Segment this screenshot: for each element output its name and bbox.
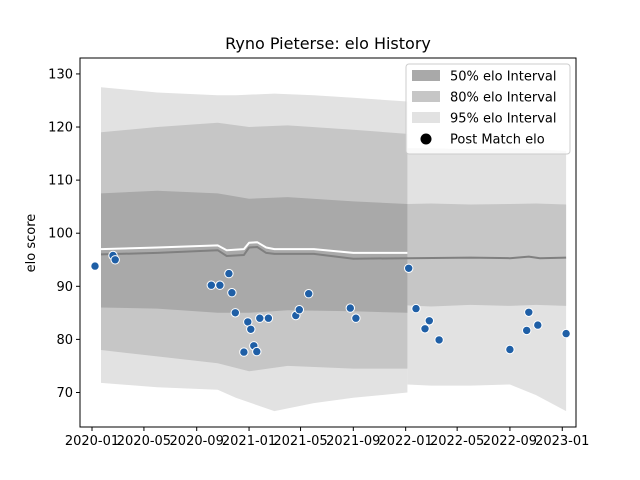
legend-frame xyxy=(405,63,571,155)
50-elo-interval-band-1 xyxy=(101,190,408,313)
axes-frame xyxy=(79,57,577,428)
mean-elo-line xyxy=(100,246,567,260)
post-match-elo-point xyxy=(206,280,217,290)
post-match-elo-point xyxy=(345,303,355,313)
post-match-elo-point xyxy=(505,344,515,355)
post-match-elo-point xyxy=(252,346,262,357)
post-match-elo-point xyxy=(110,255,120,265)
y-tick-label: 70 xyxy=(56,386,73,401)
post-match-elo-point xyxy=(294,305,304,315)
post-match-elo-point xyxy=(230,308,241,318)
y-axis-label: elo score xyxy=(24,214,39,273)
legend-swatch-50-elo-interval xyxy=(412,70,440,81)
x-tick-label: 2021-05 xyxy=(273,434,327,449)
post-match-elo-point xyxy=(561,328,571,339)
legend: 50% elo Interval 80% elo Interval 95% elo … xyxy=(405,63,571,155)
legend-label: 95% elo Interval xyxy=(450,112,557,127)
post-match-elo-point xyxy=(263,313,274,323)
x-tick-label: 2022-09 xyxy=(483,434,537,449)
post-match-elo-point xyxy=(351,313,361,323)
post-match-elo-point xyxy=(239,347,249,357)
post-match-elo-point xyxy=(246,324,256,334)
x-tick-label: 2021-01 xyxy=(222,434,276,449)
post-match-elo-point xyxy=(522,325,532,336)
x-tick-label: 2022-01 xyxy=(378,434,432,449)
y-tick-label: 130 xyxy=(48,67,73,82)
post-match-elo-point xyxy=(420,324,430,334)
legend-marker-post-match-elo xyxy=(420,133,432,145)
post-match-elo-point xyxy=(533,320,543,330)
y-tick-label: 90 xyxy=(56,280,73,295)
legend-label: 50% elo Interval xyxy=(450,70,557,85)
post-match-elo-point xyxy=(424,316,434,326)
x-tick-label: 2021-09 xyxy=(326,434,380,449)
y-tick-label: 110 xyxy=(48,174,73,189)
legend-swatch-95-elo-interval xyxy=(412,112,440,123)
y-tick-label: 120 xyxy=(48,121,73,136)
post-match-elo-point xyxy=(224,268,234,279)
y-tick-label: 100 xyxy=(48,227,73,242)
legend-label: Post Match elo xyxy=(450,133,545,148)
x-tick-label: 2020-05 xyxy=(117,434,171,449)
post-match-elo-point xyxy=(227,288,237,298)
chart-title: Ryno Pieterse: elo History xyxy=(225,34,431,53)
post-match-elo-point xyxy=(90,261,100,271)
post-match-elo-point xyxy=(434,335,444,345)
80-elo-interval-band-2 xyxy=(407,203,567,307)
x-tick-label: 2022-05 xyxy=(430,434,484,449)
post-match-elo-point xyxy=(411,303,421,314)
legend-swatch-80-elo-interval xyxy=(412,91,440,102)
post-match-elo-point xyxy=(304,289,314,299)
x-tick-label: 2023-01 xyxy=(535,434,589,449)
x-tick-label: 2020-01 xyxy=(65,434,119,449)
y-tick-label: 80 xyxy=(56,333,73,348)
post-match-elo-point xyxy=(255,313,265,323)
post-match-elo-point xyxy=(404,263,414,273)
x-tick-label: 2020-09 xyxy=(170,434,224,449)
expected-elo-line xyxy=(100,241,408,254)
post-match-elo-point xyxy=(215,280,225,290)
post-match-elo-point xyxy=(524,307,534,317)
legend-label: 80% elo Interval xyxy=(450,91,557,106)
plot-area: 7080901001101201302020-012020-052020-092… xyxy=(48,57,589,449)
